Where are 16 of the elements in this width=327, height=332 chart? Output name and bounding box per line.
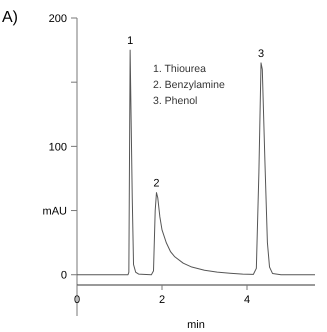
x-tick-label: 0 xyxy=(74,294,80,306)
y-tick-label: 100 xyxy=(48,141,67,154)
annotation: 1 xyxy=(127,35,134,48)
annotation: 3 xyxy=(258,48,264,60)
y-tick-label: 0 xyxy=(60,270,67,282)
annotation: 3. Phenol xyxy=(153,95,198,107)
chart-title: A) xyxy=(2,9,18,26)
x-axis-title: min xyxy=(187,319,205,331)
y-tick-label: 200 xyxy=(48,13,67,25)
annotation: 1. Thiourea xyxy=(153,63,206,75)
y-axis-title: mAU xyxy=(42,206,68,218)
annotation: 2. Benzylamine xyxy=(153,79,225,91)
x-tick-label: 4 xyxy=(244,294,250,306)
line-series xyxy=(76,50,316,276)
x-tick-label: 2 xyxy=(158,294,166,306)
annotation: 2 xyxy=(153,178,160,190)
